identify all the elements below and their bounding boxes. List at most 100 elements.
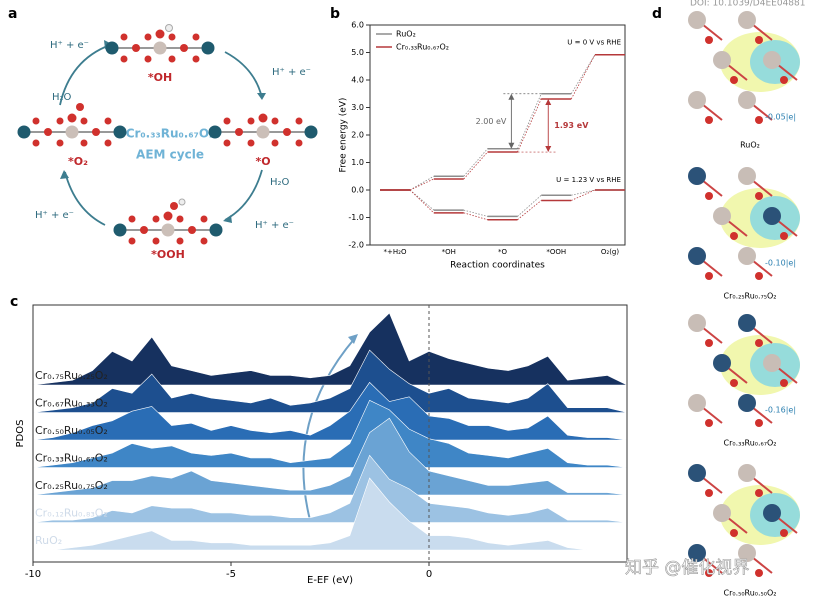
oxygen-atom	[730, 529, 738, 537]
oxygen-atom	[104, 117, 112, 125]
annotation: U = 1.23 V vs RHE	[556, 176, 621, 184]
y-tick-label: -2.0	[348, 241, 364, 250]
oxygen-atom	[730, 232, 738, 240]
metal-atom	[65, 125, 79, 139]
ads-oxygen	[170, 202, 178, 210]
ads-oxygen	[258, 113, 268, 123]
y-tick-label: 2.0	[351, 131, 364, 140]
pdos-area	[32, 312, 628, 386]
panel-label: c	[10, 294, 18, 310]
oxygen-atom	[192, 33, 200, 41]
oxygen-atom	[705, 272, 713, 280]
metal-atom	[688, 167, 706, 185]
connector	[409, 189, 435, 214]
pdos-area	[32, 381, 628, 441]
pdos-area	[32, 349, 628, 413]
charge-label: -0.05|e|	[765, 113, 796, 122]
oxygen-atom	[56, 139, 64, 147]
connector	[409, 189, 435, 211]
legend-label: Cr₀.₃₃Ru₀.₆₇O₂	[396, 43, 449, 52]
oxygen-atom	[705, 569, 713, 577]
intermediate: *O₂	[68, 155, 88, 168]
x-tick-label: *OH	[442, 248, 456, 256]
metal-atom	[738, 314, 756, 332]
oxygen-atom	[755, 272, 763, 280]
oxygen-atom	[140, 226, 148, 234]
metal-atom	[738, 464, 756, 482]
ads-oxygen	[67, 113, 77, 123]
x-tick-label: 0	[426, 569, 432, 580]
cycle-subtitle: AEM cycle	[136, 148, 204, 162]
ads-oxygen	[76, 103, 84, 111]
y-tick-label: 3.0	[351, 103, 364, 112]
oxygen-atom	[755, 192, 763, 200]
gap-arrow-head	[545, 98, 552, 153]
metal-atom	[209, 223, 223, 237]
oxygen-atom	[755, 419, 763, 427]
metal-atom	[688, 544, 706, 562]
connector	[517, 98, 542, 153]
oxygen-atom	[200, 215, 208, 223]
ads-oxygen	[155, 29, 165, 39]
metal-atom	[304, 125, 318, 139]
metal-atom	[256, 125, 270, 139]
structure-label: Cr₀.₃₃Ru₀.₆₇O₂	[724, 439, 777, 448]
oxygen-atom	[705, 192, 713, 200]
step-label: H⁺ + e⁻	[255, 220, 294, 231]
metal-atom	[688, 247, 706, 265]
oxygen-atom	[144, 33, 152, 41]
trend-arrow	[302, 337, 356, 521]
oxygen-atom	[176, 215, 184, 223]
watermark: 知乎 @催化视界	[625, 558, 749, 578]
intermediate: *O	[255, 155, 270, 168]
oxygen-atom	[120, 33, 128, 41]
connector	[570, 54, 596, 100]
oxygen-atom	[176, 237, 184, 245]
oxygen-atom	[152, 215, 160, 223]
pdos-area	[32, 417, 628, 496]
connector	[463, 151, 488, 180]
metal-atom	[713, 51, 731, 69]
pdos-area	[32, 399, 628, 468]
oxygen-atom	[271, 139, 279, 147]
connector	[571, 189, 596, 201]
oxygen-atom	[247, 139, 255, 147]
oxygen-atom	[283, 128, 291, 136]
oxygen-atom	[92, 128, 100, 136]
x-tick-label: *OOH	[546, 248, 566, 256]
ads-hydrogen	[165, 24, 173, 32]
structure-label: RuO₂	[740, 141, 760, 150]
x-tick-label: -10	[25, 569, 41, 580]
oxygen-atom	[132, 44, 140, 52]
series-label: Cr₀.₅₀Ru₀.₀₅O₂	[35, 424, 108, 437]
metal-atom	[113, 125, 127, 139]
oxygen-atom	[223, 117, 231, 125]
metal-atom	[105, 41, 119, 55]
step-label: H⁺ + e⁻	[50, 40, 89, 51]
oxygen-atom	[247, 117, 255, 125]
oxygen-atom	[755, 569, 763, 577]
oxygen-atom	[192, 55, 200, 63]
water-label: H₂O	[270, 177, 290, 188]
structure-label: Cr₀.₅₀Ru₀.₅₀O₂	[724, 589, 777, 597]
cycle-title: Cr₀.₃₃Ru₀.₆₇O₂	[126, 127, 215, 141]
gap-label: 2.00 eV	[476, 117, 507, 126]
connector	[517, 200, 542, 221]
oxygen-atom	[223, 139, 231, 147]
structure-label: Cr₀.₂₅Ru₀.₇₅O₂	[724, 292, 777, 301]
metal-atom	[17, 125, 31, 139]
x-tick-label: *+H₂O	[384, 248, 407, 256]
oxygen-atom	[80, 117, 88, 125]
oxygen-atom	[780, 529, 788, 537]
pdos-area	[32, 454, 628, 523]
metal-atom	[763, 504, 781, 522]
metal-atom	[113, 223, 127, 237]
oxygen-atom	[780, 76, 788, 84]
oxygen-atom	[705, 419, 713, 427]
oxygen-atom	[755, 489, 763, 497]
connector	[463, 212, 488, 221]
oxygen-atom	[56, 117, 64, 125]
series-label: Cr₀.₇₅Ru₀.₂₅O₂	[35, 369, 108, 382]
series-label: RuO₂	[35, 534, 62, 547]
